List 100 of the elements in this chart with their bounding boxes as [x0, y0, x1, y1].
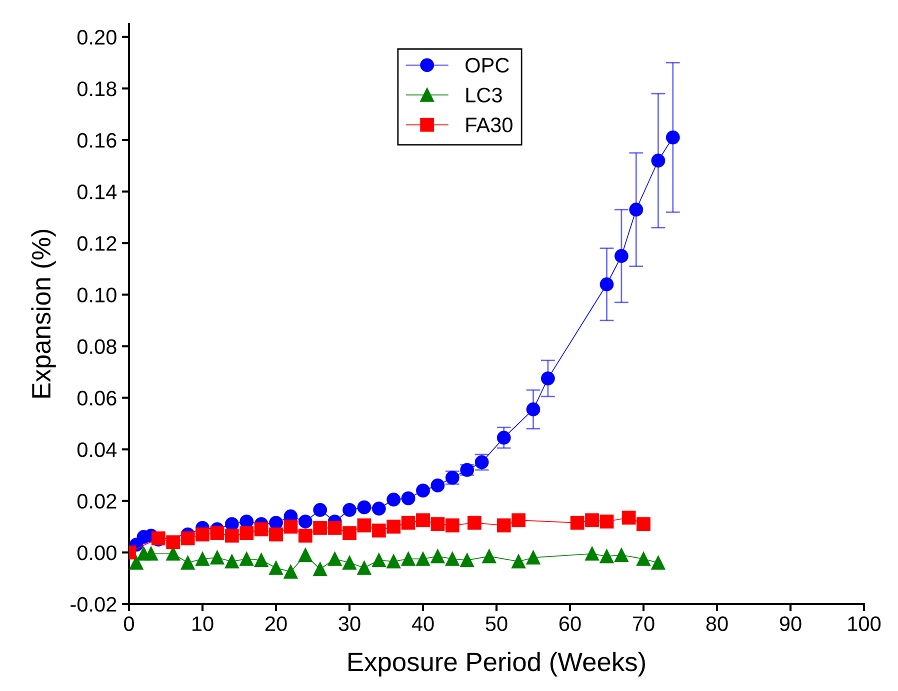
- y-tick-label: 0.04: [77, 442, 117, 458]
- y-tick-label: 0.20: [77, 30, 116, 45]
- point: [342, 526, 356, 540]
- x-tick-label: 40: [412, 616, 434, 632]
- point: [636, 552, 650, 566]
- point: [386, 520, 401, 534]
- point: [386, 554, 401, 568]
- point: [357, 560, 372, 575]
- point: [401, 516, 416, 530]
- point: [240, 526, 254, 540]
- point: [298, 528, 312, 543]
- x-tick-label: 50: [486, 616, 508, 632]
- point: [622, 510, 636, 525]
- point: [269, 560, 283, 575]
- point: [512, 513, 526, 528]
- point: [357, 500, 372, 514]
- point: [526, 402, 540, 416]
- point: [342, 502, 356, 517]
- point: [570, 516, 584, 530]
- point: [614, 249, 628, 263]
- point: [468, 516, 482, 530]
- point: [614, 548, 628, 562]
- point: [313, 502, 328, 517]
- y-tick-label: -0.02: [70, 597, 116, 612]
- point: [445, 552, 460, 566]
- y-tick-label: 0.14: [77, 184, 117, 200]
- point: [180, 556, 195, 570]
- point: [298, 514, 312, 528]
- point: [496, 430, 511, 445]
- point: [357, 518, 372, 532]
- y-tick-label: 0.12: [77, 236, 116, 251]
- x-tick-label: 10: [192, 616, 214, 632]
- point: [372, 502, 386, 516]
- y-tick-label: 0.16: [77, 133, 116, 148]
- y-tick-label: 0.06: [77, 390, 116, 406]
- point: [585, 513, 599, 528]
- point: [585, 546, 599, 561]
- point: [224, 528, 239, 543]
- point: [298, 548, 312, 562]
- point: [541, 372, 555, 386]
- point: [180, 531, 195, 546]
- y-tick-label: 0.00: [77, 545, 116, 560]
- point: [416, 552, 430, 566]
- point: [196, 552, 210, 566]
- point: [342, 556, 356, 570]
- point: [512, 554, 526, 568]
- point: [651, 154, 666, 168]
- point: [482, 549, 496, 564]
- legend-label: OPC: [466, 58, 509, 73]
- point: [651, 556, 666, 570]
- point: [629, 202, 644, 217]
- y-tick-label: 0.18: [77, 81, 116, 96]
- point: [328, 521, 342, 535]
- legend-label: LC3: [466, 88, 502, 102]
- y-tick-label: 0.08: [77, 339, 116, 354]
- point: [284, 564, 298, 579]
- y-tick-label: 0.10: [77, 288, 116, 302]
- point: [269, 527, 283, 542]
- point: [666, 130, 680, 144]
- point: [328, 552, 342, 566]
- point: [224, 554, 239, 568]
- x-tick-label: 30: [338, 616, 360, 632]
- x-tick-label: 20: [265, 616, 287, 632]
- point: [445, 518, 460, 532]
- point: [129, 556, 144, 570]
- point: [313, 562, 328, 576]
- x-tick-label: 60: [559, 616, 581, 632]
- point: [496, 518, 511, 532]
- point: [166, 535, 180, 550]
- point: [430, 478, 445, 492]
- point: [254, 522, 268, 536]
- x-tick-label: 80: [706, 616, 728, 632]
- x-tick-label: 100: [848, 616, 881, 632]
- legend-label: FA30: [466, 118, 512, 132]
- x-tick-label: 90: [780, 616, 802, 632]
- point: [600, 549, 614, 564]
- point: [210, 526, 224, 540]
- y-tick-label: 0.02: [77, 494, 116, 509]
- point: [600, 277, 614, 292]
- point: [313, 521, 328, 535]
- point: [284, 520, 298, 534]
- point: [372, 553, 386, 568]
- point: [386, 492, 401, 507]
- y-axis-title: Expansion (%): [31, 230, 56, 398]
- point: [416, 484, 430, 498]
- point: [600, 514, 614, 528]
- x-tick-label: 0: [124, 616, 134, 632]
- point: [210, 550, 224, 565]
- point: [401, 491, 416, 506]
- point: [460, 553, 474, 568]
- point: [240, 552, 254, 566]
- point: [401, 552, 416, 566]
- point: [430, 517, 445, 532]
- point: [144, 546, 158, 561]
- point: [254, 553, 268, 568]
- point: [430, 549, 445, 564]
- x-tick-label: 70: [632, 616, 654, 632]
- point: [196, 527, 210, 542]
- point: [526, 550, 540, 565]
- point: [636, 517, 650, 532]
